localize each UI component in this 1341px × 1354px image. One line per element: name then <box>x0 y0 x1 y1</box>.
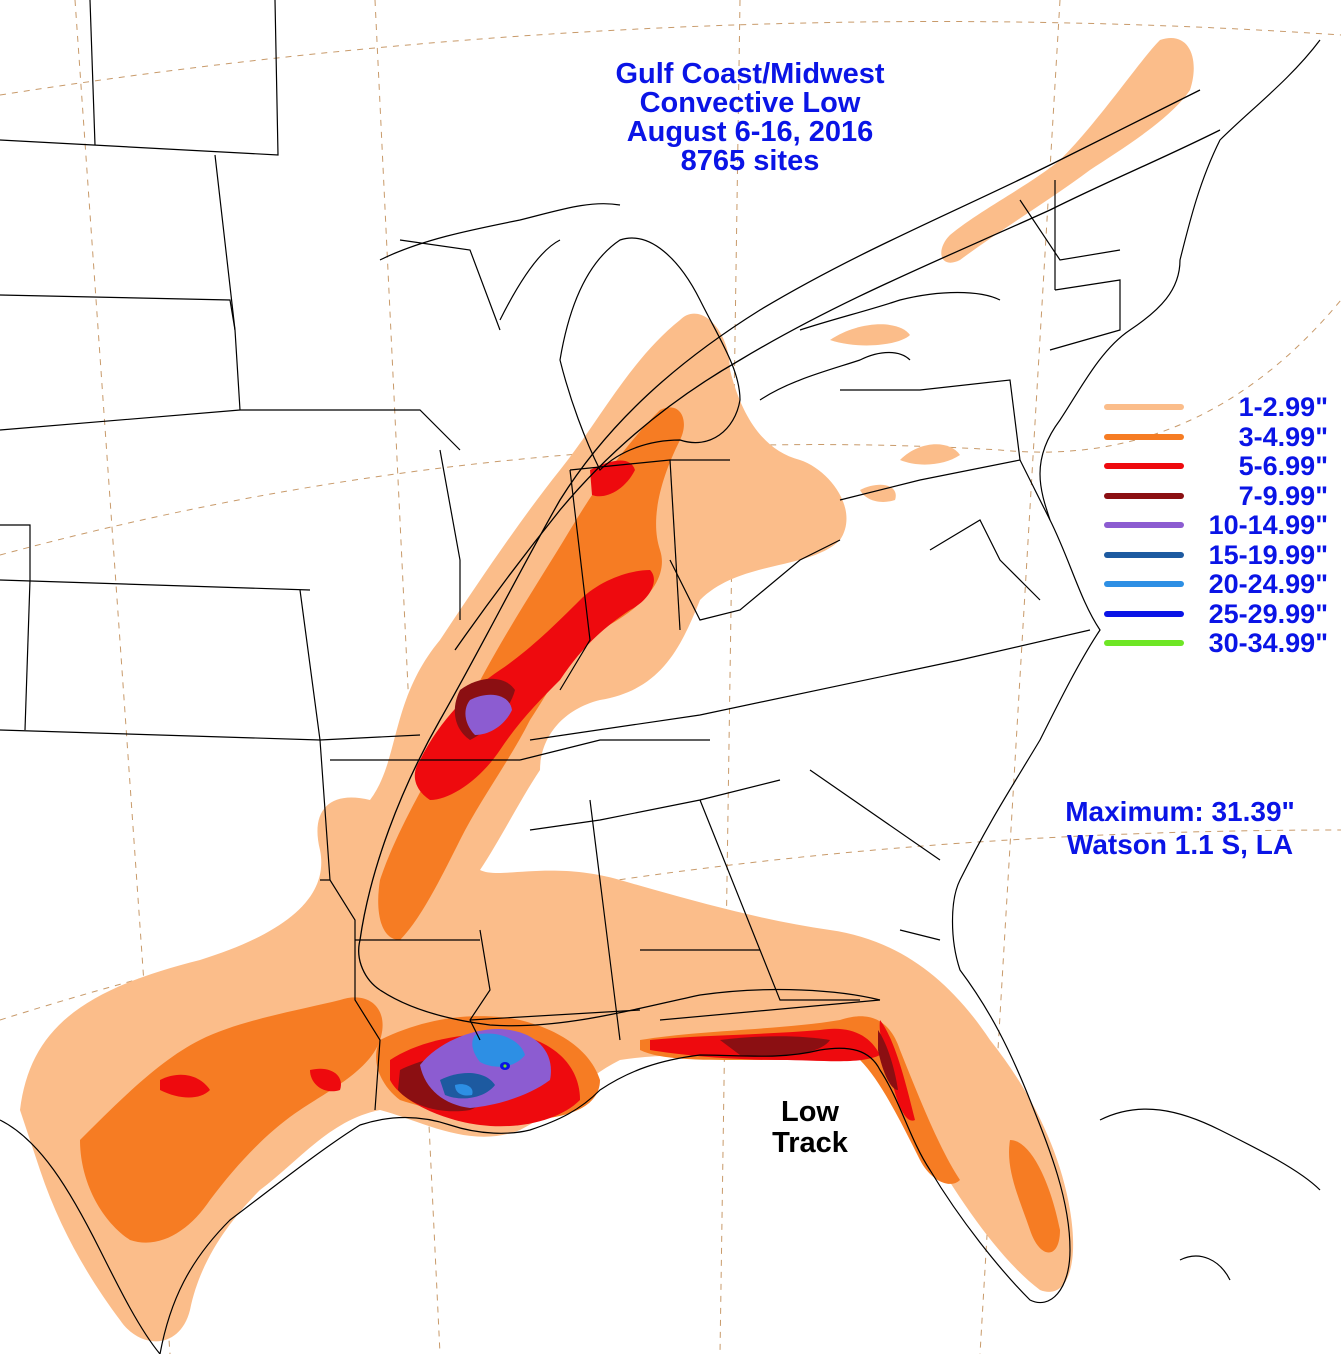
legend-label: 10-14.99" <box>1208 510 1328 540</box>
legend-row: 1-2.99" <box>1104 392 1336 422</box>
legend-label: 3-4.99" <box>1238 421 1328 452</box>
maximum-annotation: Maximum: 31.39" Watson 1.1 S, LA <box>1030 795 1330 861</box>
legend-row: 7-9.99" <box>1104 481 1336 511</box>
legend-label: 25-29.99" <box>1208 598 1328 629</box>
track-label-line-1: Low <box>781 1096 839 1128</box>
legend-swatch <box>1104 463 1184 469</box>
legend-swatch <box>1104 492 1184 499</box>
legend-label: 1-2.99" <box>1238 392 1328 422</box>
legend-swatch <box>1104 404 1184 410</box>
legend-label: 5-6.99" <box>1238 451 1328 481</box>
legend-label: 20-24.99" <box>1208 569 1328 599</box>
map-title: Gulf Coast/Midwest Convective Low August… <box>560 60 940 176</box>
legend-row: 25-29.99" <box>1104 599 1336 629</box>
legend-row: 5-6.99" <box>1104 451 1336 481</box>
legend-swatch <box>1104 581 1184 587</box>
title-line-3: August 6-16, 2016 <box>626 116 874 148</box>
low-track-outline <box>358 89 1221 1027</box>
maximum-value: Maximum: 31.39" <box>1065 796 1295 827</box>
legend-label: 7-9.99" <box>1238 480 1328 511</box>
legend-label: 30-34.99" <box>1208 628 1328 658</box>
legend-swatch <box>1104 640 1184 646</box>
title-line-2: Convective Low <box>639 87 861 119</box>
legend-row: 15-19.99" <box>1104 540 1336 570</box>
legend-row: 3-4.99" <box>1104 422 1336 452</box>
legend-row: 10-14.99" <box>1104 510 1336 540</box>
legend-swatch <box>1104 522 1184 528</box>
legend-row: 20-24.99" <box>1104 569 1336 599</box>
low-track-label: Low Track <box>740 1097 880 1159</box>
legend-row: 30-34.99" <box>1104 628 1336 658</box>
rain-band-25-35 <box>500 1062 510 1070</box>
legend-swatch <box>1104 433 1184 440</box>
title-line-1: Gulf Coast/Midwest <box>615 58 885 90</box>
track-label-line-2: Track <box>772 1127 848 1159</box>
legend-swatch <box>1104 551 1184 558</box>
state-boundaries <box>0 0 1121 1111</box>
coastline <box>0 39 1321 1354</box>
legend-swatch <box>1104 610 1184 617</box>
rain-band-20-25 <box>455 1033 525 1096</box>
rain-band-3-5 <box>80 407 1060 1253</box>
maximum-location: Watson 1.1 S, LA <box>1066 829 1294 860</box>
rainfall-legend: 1-2.99" 3-4.99" 5-6.99" 7-9.99" 10-14.99… <box>1104 392 1336 658</box>
legend-label: 15-19.99" <box>1208 539 1328 570</box>
title-line-4: 8765 sites <box>680 145 820 177</box>
